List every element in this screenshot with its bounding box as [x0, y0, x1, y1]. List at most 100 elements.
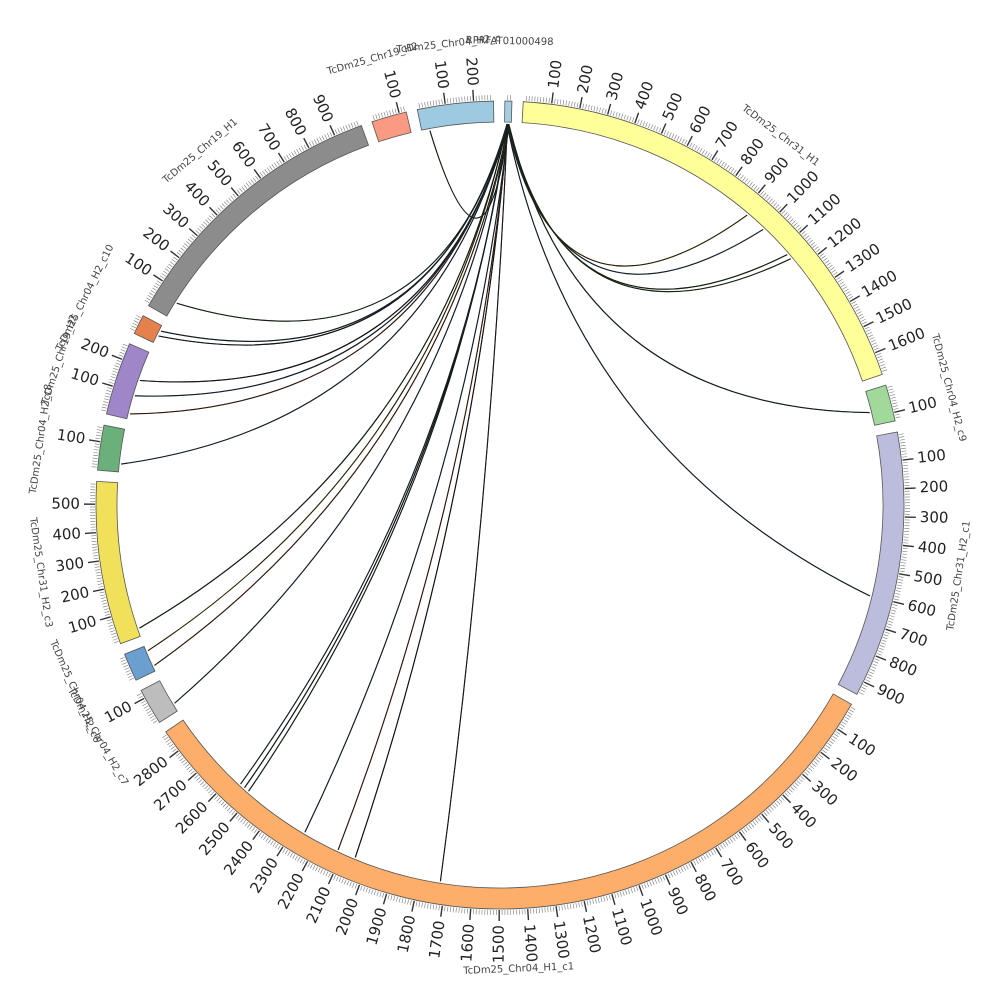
- major-tick: [779, 203, 788, 213]
- minor-tick: [873, 660, 879, 664]
- minor-tick: [542, 97, 545, 103]
- minor-tick: [199, 225, 204, 230]
- minor-tick: [387, 894, 390, 900]
- minor-tick: [883, 634, 889, 637]
- minor-tick: [714, 157, 718, 162]
- minor-tick: [125, 670, 131, 673]
- minor-tick: [165, 739, 170, 743]
- minor-tick: [108, 381, 114, 384]
- minor-tick: [168, 263, 173, 268]
- minor-tick: [296, 148, 300, 154]
- minor-tick: [901, 450, 907, 452]
- segment-tcdm25-chr31-h1: [521, 101, 883, 382]
- major-tick: [551, 92, 554, 104]
- minor-tick: [647, 123, 651, 129]
- minor-tick: [887, 620, 893, 623]
- minor-tick: [732, 836, 736, 841]
- minor-tick: [730, 168, 735, 173]
- link-outline: [429, 124, 510, 219]
- minor-tick: [275, 843, 279, 849]
- minor-tick: [830, 738, 836, 742]
- major-tick: [134, 697, 145, 705]
- minor-tick: [231, 810, 236, 816]
- minor-tick: [180, 247, 185, 252]
- tick-label: 2700: [150, 776, 191, 815]
- minor-tick: [191, 234, 196, 239]
- minor-tick: [744, 178, 749, 183]
- minor-tick: [896, 584, 902, 587]
- tick-label: 1300: [550, 920, 573, 960]
- tick-label: 100: [66, 612, 98, 637]
- minor-tick: [415, 901, 418, 907]
- minor-tick: [847, 293, 852, 297]
- minor-tick: [615, 112, 618, 118]
- segment-tcdm25-chr31-h2-c3: [95, 480, 141, 645]
- minor-tick: [143, 705, 149, 709]
- minor-tick: [672, 870, 676, 876]
- minor-tick: [891, 609, 897, 612]
- minor-tick: [626, 115, 629, 121]
- minor-tick: [390, 895, 393, 901]
- minor-tick: [895, 590, 901, 592]
- minor-tick: [567, 904, 569, 910]
- minor-tick: [806, 237, 812, 242]
- tick-label: 300: [54, 554, 85, 576]
- major-tick: [102, 382, 114, 387]
- minor-tick: [887, 385, 893, 388]
- minor-tick: [353, 121, 356, 127]
- minor-tick: [597, 897, 600, 903]
- tick-label: 100: [380, 68, 405, 100]
- minor-tick: [760, 190, 765, 196]
- major-tick: [664, 874, 671, 885]
- minor-tick: [859, 316, 865, 320]
- minor-tick: [844, 716, 850, 720]
- minor-tick: [886, 626, 892, 629]
- major-tick: [820, 751, 830, 760]
- major-tick: [817, 246, 828, 255]
- minor-tick: [93, 557, 99, 560]
- major-tick: [527, 909, 530, 921]
- minor-tick: [805, 235, 810, 240]
- minor-tick: [901, 447, 907, 450]
- minor-tick: [163, 270, 168, 275]
- tick-label: 100: [56, 426, 87, 448]
- minor-tick: [860, 689, 865, 693]
- minor-tick: [447, 98, 449, 104]
- minor-tick: [452, 907, 454, 913]
- major-tick: [188, 227, 198, 237]
- minor-tick: [898, 576, 904, 578]
- minor-tick: [657, 877, 660, 883]
- minor-tick: [455, 97, 457, 103]
- minor-tick: [868, 334, 874, 338]
- tick-label: 200: [574, 63, 597, 95]
- minor-tick: [794, 782, 799, 787]
- minor-tick: [897, 581, 903, 584]
- minor-tick: [592, 899, 594, 905]
- minor-tick: [198, 779, 203, 783]
- tick-label: 800: [887, 653, 920, 680]
- tick-label: 1100: [608, 906, 636, 948]
- major-tick: [902, 458, 914, 461]
- minor-tick: [900, 444, 906, 447]
- tick-label: 900: [664, 884, 692, 917]
- minor-tick: [119, 351, 125, 355]
- major-tick: [715, 847, 723, 858]
- minor-tick: [401, 898, 404, 904]
- minor-tick: [394, 108, 397, 114]
- minor-tick: [893, 598, 899, 601]
- minor-tick: [421, 102, 423, 108]
- minor-tick: [197, 227, 202, 232]
- minor-tick: [264, 169, 268, 174]
- minor-tick: [552, 906, 555, 912]
- major-tick: [327, 873, 334, 885]
- minor-tick: [801, 231, 806, 235]
- minor-tick: [379, 892, 382, 898]
- tick-label: 700: [717, 855, 747, 889]
- major-tick: [84, 531, 96, 535]
- minor-tick: [94, 566, 100, 568]
- minor-tick: [348, 123, 351, 129]
- minor-tick: [383, 111, 386, 117]
- minor-tick: [726, 164, 730, 170]
- minor-tick: [679, 137, 683, 143]
- minor-tick: [132, 322, 138, 326]
